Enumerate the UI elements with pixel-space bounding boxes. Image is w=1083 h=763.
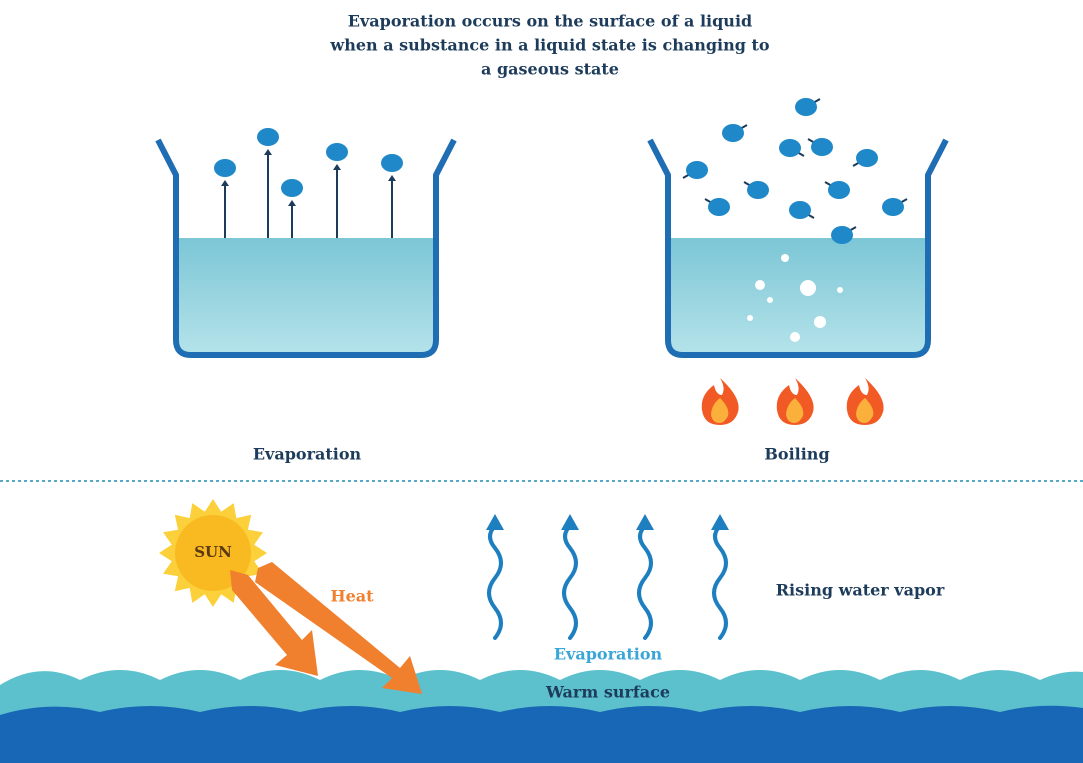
arrow-head bbox=[264, 149, 272, 155]
beaker bbox=[647, 138, 949, 358]
molecule bbox=[831, 226, 853, 244]
molecule bbox=[281, 179, 303, 197]
vapor-head bbox=[486, 514, 504, 530]
water bbox=[668, 238, 928, 355]
bubble bbox=[814, 316, 826, 328]
panel-label: Evaporation bbox=[253, 445, 362, 464]
arrow-head bbox=[288, 200, 296, 206]
beaker bbox=[155, 138, 457, 358]
flame-core bbox=[856, 398, 874, 423]
arrow-head bbox=[388, 175, 396, 181]
vapor-head bbox=[561, 514, 579, 530]
bubble bbox=[755, 280, 765, 290]
arrow-head bbox=[221, 180, 229, 186]
flame-core bbox=[786, 398, 804, 423]
surface-label: Warm surface bbox=[545, 683, 670, 702]
vapor-head bbox=[711, 514, 729, 530]
bubble bbox=[767, 297, 773, 303]
arrow-head bbox=[333, 164, 341, 170]
bubble bbox=[790, 332, 800, 342]
vapor-label: Rising water vapor bbox=[776, 581, 945, 600]
bubble bbox=[781, 254, 789, 262]
molecule bbox=[326, 143, 348, 161]
molecule bbox=[381, 154, 403, 172]
title-line: Evaporation occurs on the surface of a l… bbox=[348, 12, 752, 31]
sun-label: SUN bbox=[194, 543, 232, 561]
molecule bbox=[722, 124, 744, 142]
molecule bbox=[789, 201, 811, 219]
heat-label: Heat bbox=[330, 587, 374, 606]
heat-arrow bbox=[230, 570, 318, 676]
molecule bbox=[811, 138, 833, 156]
molecule bbox=[214, 159, 236, 177]
bubble bbox=[837, 287, 843, 293]
molecule bbox=[856, 149, 878, 167]
molecule bbox=[257, 128, 279, 146]
molecule bbox=[747, 181, 769, 199]
vapor-wave bbox=[637, 524, 653, 640]
molecule bbox=[779, 139, 801, 157]
flame-core bbox=[711, 398, 729, 423]
molecule bbox=[795, 98, 817, 116]
vapor-wave bbox=[562, 524, 578, 640]
molecule bbox=[828, 181, 850, 199]
molecule bbox=[708, 198, 730, 216]
panel-label: Boiling bbox=[764, 445, 829, 464]
vapor-wave bbox=[712, 524, 728, 640]
molecule bbox=[882, 198, 904, 216]
title-line: when a substance in a liquid state is ch… bbox=[329, 36, 769, 55]
molecule bbox=[686, 161, 708, 179]
heat-arrow bbox=[255, 562, 422, 694]
water bbox=[176, 238, 436, 355]
particles bbox=[214, 98, 908, 425]
title-line: a gaseous state bbox=[481, 60, 619, 79]
bubble bbox=[747, 315, 753, 321]
evaporation-label: Evaporation bbox=[554, 645, 663, 664]
bubble bbox=[800, 280, 816, 296]
vapor-arrows bbox=[486, 514, 729, 640]
vapor-head bbox=[636, 514, 654, 530]
deep-water bbox=[0, 705, 1083, 763]
vapor-wave bbox=[487, 524, 503, 640]
